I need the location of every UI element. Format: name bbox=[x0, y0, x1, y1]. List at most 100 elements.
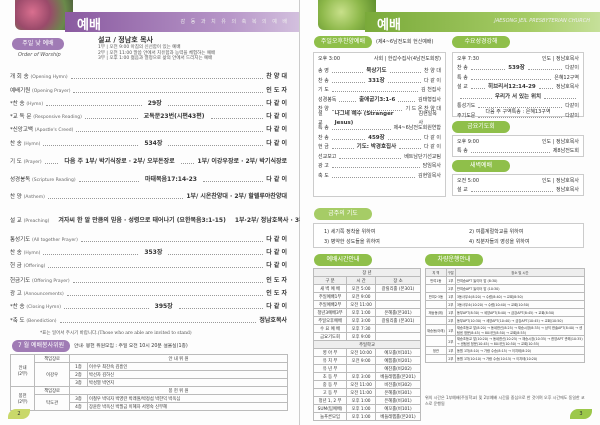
row-label: 설 교 bbox=[318, 111, 323, 126]
table-cell bbox=[425, 284, 447, 293]
header-title: 예배 bbox=[77, 18, 101, 33]
label-en: (Hymn) bbox=[23, 141, 41, 147]
box-head: 오후 9:00 인도 | 정남호목사 bbox=[457, 138, 579, 147]
dot-leader bbox=[331, 110, 403, 111]
header-title: 예배 bbox=[377, 18, 401, 33]
label-en: (Anthem) bbox=[23, 194, 45, 200]
order-label: Order of Worship bbox=[18, 52, 61, 58]
row-person: 다 같 이 bbox=[424, 144, 442, 150]
table-cell: 구분 bbox=[445, 268, 456, 277]
row-label: 찬 양 (Anthem) bbox=[10, 192, 45, 203]
worship-row: 개 회 송 (Opening Hymn) 찬 양 대 bbox=[10, 72, 287, 82]
table-row: 새 벽 예 배 오전 5:00 갈릴리홀 (본301) bbox=[312, 284, 421, 293]
table-row: 주일학교 bbox=[313, 340, 421, 349]
table-cell: 베들레헴홀(본201) bbox=[375, 412, 421, 421]
row-detail: 마태복음17:14-23 bbox=[144, 176, 197, 183]
table-row: 2부 재송초등교 앞(10:20) → 동네한신(10:25) → 재송시장(10… bbox=[425, 335, 586, 347]
table-cell: 오후 3:00 bbox=[346, 316, 377, 325]
box-row: 송 영 묵상기도 찬 양 대 bbox=[318, 67, 441, 76]
table-cell: 갈릴리홀 (본301) bbox=[375, 316, 421, 325]
table-row: 정관 1부 동원 1차(8:10) → 가람 수송(8:15) → 이지테(8:20… bbox=[425, 346, 586, 355]
vehicles-table: 지 역 구분 장소 및 시간 반여1동 1부 반여송APT 놀이터 앞 (8:30) 2부 반… bbox=[425, 268, 586, 363]
dot-leader bbox=[76, 130, 264, 132]
worship-row: 찬 송 (Hymn) 534장 다 같 이 bbox=[10, 139, 287, 149]
list-header: 안 내 위 원 bbox=[69, 354, 288, 363]
page-number: 2 bbox=[8, 409, 30, 419]
table-cell: 고 등 부 bbox=[312, 388, 348, 397]
dot-leader bbox=[331, 148, 354, 149]
leader: 인도 | 정남호목사 bbox=[541, 56, 579, 62]
usher-role: 안내 (2부) bbox=[9, 354, 36, 387]
table-cell: 초 등 부 bbox=[312, 372, 348, 381]
table-row: 청년 1, 2 부 오후 1:00 은혜홀(비301) bbox=[312, 396, 421, 405]
table-cell: 장 소 bbox=[375, 276, 421, 285]
worship-row: *축 도 (Benediction) 정남호목사 bbox=[10, 316, 287, 326]
table-row: 장 년 bbox=[313, 268, 421, 277]
row-label: 기 도 (Prayer) bbox=[10, 157, 42, 168]
table-cell: 3동사무소(10:20) → 수렴(10:40) → 교회(10:50) bbox=[454, 300, 586, 309]
row-person: 다 같 이 bbox=[266, 249, 287, 256]
row-person: 제8남전도회 bbox=[552, 148, 579, 154]
row-person: 인 도 자 bbox=[266, 290, 287, 297]
row-detail: 히브리서12:14-29 bbox=[488, 84, 536, 90]
label-en: (Responsive Reading) bbox=[33, 114, 82, 120]
box-row: 축 도 김현일목사 bbox=[318, 172, 441, 181]
names: 이철우 박덕자 박영란 박래원/박정섭 박한익 박옥심 bbox=[87, 394, 288, 403]
floor: 3층 bbox=[69, 394, 88, 403]
prayer-item: 4) 직분자들의 영성을 위하여 bbox=[469, 239, 530, 245]
table-cell: 반여송APT 놀이터 앞 (8:30) bbox=[454, 276, 586, 285]
row-label: 찬 송 bbox=[318, 77, 329, 84]
row-detail: 기도: 박경호집사 bbox=[356, 144, 397, 150]
row-detail: 29장 bbox=[147, 100, 162, 107]
box-row: 선교보고 베트남단기선교팀 bbox=[318, 153, 441, 162]
label-ko: 찬 송 bbox=[10, 140, 22, 147]
worship-row: 광 고 (Announcements) 인 도 자 bbox=[10, 289, 287, 299]
vehicles-note: 위의 시간은 1부예배(주일학교) 및 2부예배 시간을 중심으로 한 것이며 … bbox=[425, 395, 585, 406]
dot-leader bbox=[339, 100, 357, 102]
row-label: 특 송 bbox=[318, 125, 329, 131]
dot-leader bbox=[538, 88, 553, 89]
elder: 이강우 bbox=[34, 362, 71, 387]
label-en: (Hymn) bbox=[26, 101, 44, 107]
table-row: 고 등 부 오전 11:00 온혜홀(비301) bbox=[312, 388, 421, 397]
prayer-item: 2) 여름계절학교를 위하여 bbox=[469, 229, 524, 235]
row-person: 김현일목사 bbox=[417, 172, 441, 179]
dot-leader bbox=[43, 253, 139, 255]
table-cell: 1부 bbox=[445, 346, 456, 355]
label-en: (Scripture Reading) bbox=[32, 177, 76, 183]
row-label: 축 도 bbox=[318, 172, 329, 179]
label-en: (Apostle's Creed) bbox=[34, 127, 74, 133]
row-label: 설 교 (Preaching) bbox=[10, 216, 49, 227]
table-cell: 예쁨홀(비201) bbox=[375, 356, 421, 365]
label-en: (Announcements) bbox=[23, 291, 64, 297]
dot-leader bbox=[59, 321, 257, 323]
row-person: 다 같 이 bbox=[266, 303, 288, 310]
worship-row: 예배기원 (Opening Prayer) 인 도 자 bbox=[10, 86, 287, 96]
box-row: 주기도문 다같이 bbox=[457, 112, 579, 121]
dot-leader bbox=[470, 88, 486, 89]
dot-leader bbox=[470, 69, 506, 70]
row-label: *축 도 (Benediction) bbox=[10, 316, 57, 327]
table-cell: 1부 bbox=[445, 308, 456, 317]
row-label: 찬 송 (Hymn) bbox=[10, 139, 40, 150]
table-cell: 오전 9:00 bbox=[346, 356, 377, 365]
worship-row: *찬 송 (Closing Hymn) 395장 다 같 이 bbox=[10, 302, 287, 312]
wednesday-pill: 수요성경강해 bbox=[452, 36, 510, 48]
row-label: 성경봉독 bbox=[318, 96, 337, 103]
table-cell: 청년3예배3부 bbox=[312, 308, 348, 317]
label-ko: *신앙고백 bbox=[10, 126, 33, 133]
dot-leader bbox=[331, 138, 366, 140]
row-detail: 겨자씨 한 알 만큼의 믿음 · 성령으로 태어나기 (요한복음3:1-15) bbox=[58, 217, 226, 224]
label-ko: 예배기원 bbox=[10, 87, 31, 94]
worship-row: 기 도 (Prayer) 다음 주 1부/ 박기식장로 · 2부/ 오부돈장로 1부… bbox=[10, 157, 287, 167]
floor: 4층 bbox=[69, 402, 88, 411]
row-label: 주기도문 bbox=[457, 112, 476, 119]
dot-leader bbox=[44, 162, 59, 164]
offering-role: 봉헌 (2부) bbox=[9, 386, 36, 411]
label-ko: *찬 송 bbox=[10, 303, 25, 310]
row-person: 다같이 bbox=[565, 65, 579, 71]
table-cell: 중 등 부 bbox=[312, 380, 348, 389]
table-cell: SUM(팀예배) bbox=[312, 404, 348, 413]
row-label: 통성기도 bbox=[457, 103, 476, 109]
table-cell: 은혜홀(비301) bbox=[375, 396, 421, 405]
